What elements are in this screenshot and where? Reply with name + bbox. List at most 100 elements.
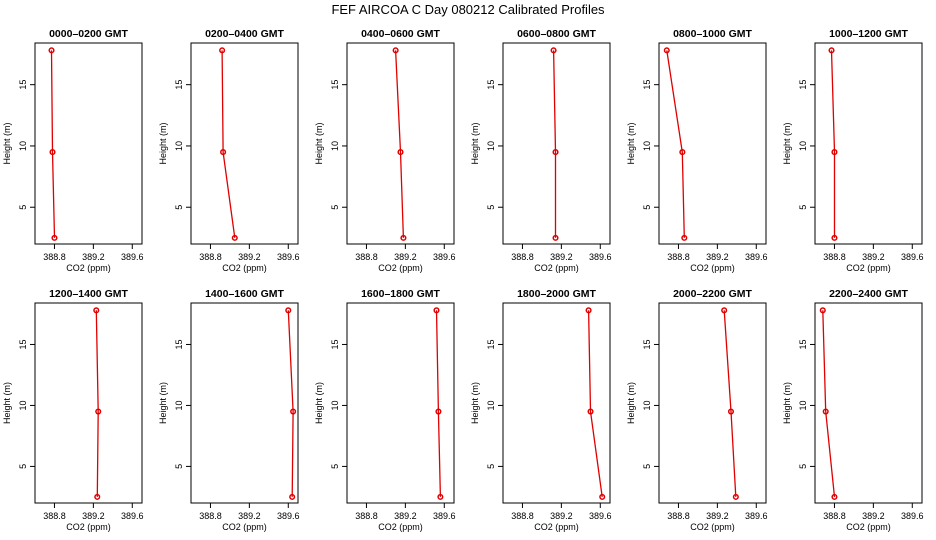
y-tick-label: 5 [642, 205, 652, 210]
x-tick-label: 389.6 [433, 511, 456, 521]
y-tick-label: 5 [486, 205, 496, 210]
y-tick-label: 10 [798, 400, 808, 410]
x-axis-label: CO2 (ppm) [690, 522, 735, 532]
y-axis-label: Height (m) [314, 122, 324, 164]
x-tick-label: 388.8 [823, 252, 846, 262]
y-tick-label: 5 [18, 205, 28, 210]
profile-line [394, 50, 405, 238]
x-axis-label: CO2 (ppm) [846, 263, 891, 273]
x-tick-label: 388.8 [823, 511, 846, 521]
x-tick-label: 389.6 [745, 511, 768, 521]
y-tick-label: 15 [798, 80, 808, 90]
y-tick-label: 5 [330, 464, 340, 469]
x-tick-label: 389.2 [394, 252, 417, 262]
x-tick-label: 389.6 [589, 252, 612, 262]
y-axis-label: Height (m) [782, 122, 792, 164]
y-tick-label: 10 [642, 141, 652, 151]
x-tick-label: 388.8 [667, 252, 690, 262]
panel-3: 0400–0600 GMT 388.8 389.2 389.6 5 10 15 CO2 (pp… [314, 28, 456, 273]
panel-title: 1000–1200 GMT [829, 28, 908, 40]
y-tick-label: 15 [642, 80, 652, 90]
x-tick-label: 389.6 [901, 252, 924, 262]
x-axis-label: CO2 (ppm) [66, 522, 111, 532]
y-tick-label: 10 [330, 400, 340, 410]
plot-frame [346, 302, 455, 504]
x-axis-label: CO2 (ppm) [378, 522, 423, 532]
panel-10: 1800–2000 GMT 388.8 389.2 389.6 5 10 15 CO2 (pp… [470, 288, 612, 532]
profile-point [48, 47, 55, 54]
profile-point [392, 47, 399, 54]
x-tick-label: 389.6 [901, 511, 924, 521]
profile-point [550, 47, 557, 54]
x-axis-label: CO2 (ppm) [846, 522, 891, 532]
y-tick-label: 10 [486, 141, 496, 151]
x-tick-label: 389.2 [394, 511, 417, 521]
x-tick-label: 389.2 [706, 252, 729, 262]
profile-line [221, 50, 236, 238]
y-tick-label: 15 [18, 80, 28, 90]
profile-point [663, 47, 670, 54]
y-axis-label: Height (m) [314, 382, 324, 424]
panel-title: 2200–2400 GMT [829, 288, 908, 300]
profile-point [435, 408, 442, 415]
profile-point [681, 234, 688, 241]
x-tick-label: 389.2 [238, 252, 261, 262]
plot-frame [34, 302, 143, 504]
x-tick-label: 388.8 [43, 252, 66, 262]
profile-point [828, 47, 835, 54]
profile-point [285, 307, 292, 314]
profile-point [727, 408, 735, 415]
panel-12: 2200–2400 GMT 388.8 389.2 389.6 5 10 15 CO2 (pp… [782, 288, 924, 532]
profile-line [552, 50, 557, 238]
panel-11: 2000–2200 GMT 388.8 389.2 389.6 5 10 15 CO2 (pp… [626, 288, 768, 532]
panel-2: 0200–0400 GMT 388.8 389.2 389.6 5 10 15 CO2 (pp… [158, 28, 300, 273]
x-tick-label: 389.2 [550, 511, 573, 521]
profile-line [822, 310, 836, 497]
y-tick-label: 15 [174, 339, 184, 349]
x-axis-label: CO2 (ppm) [534, 522, 579, 532]
panel-8: 1400–1600 GMT 388.8 389.2 389.6 5 10 15 CO2 (pp… [158, 288, 300, 532]
panel-7: 1200–1400 GMT 388.8 389.2 389.6 5 10 15 CO2 (pp… [2, 288, 144, 532]
profile-point [831, 149, 838, 156]
y-tick-label: 10 [174, 400, 184, 410]
x-tick-label: 389.2 [706, 511, 729, 521]
panel-title: 1200–1400 GMT [49, 288, 128, 300]
profile-line [830, 50, 836, 238]
panel-5: 0800–1000 GMT 388.8 389.2 389.6 5 10 15 CO2 (pp… [626, 28, 768, 273]
x-tick-label: 388.8 [43, 511, 66, 521]
y-tick-label: 5 [798, 205, 808, 210]
y-tick-label: 15 [330, 339, 340, 349]
y-tick-label: 10 [798, 141, 808, 151]
x-tick-label: 389.6 [433, 252, 456, 262]
x-axis-label: CO2 (ppm) [690, 263, 735, 273]
plot-frame [658, 42, 767, 245]
plot-frame [502, 42, 611, 245]
x-axis-label: CO2 (ppm) [534, 263, 579, 273]
profile-point [599, 493, 606, 500]
y-tick-label: 10 [642, 400, 652, 410]
y-tick-label: 15 [174, 80, 184, 90]
y-axis-label: Height (m) [2, 382, 12, 424]
y-tick-label: 5 [174, 464, 184, 469]
y-tick-label: 15 [18, 339, 28, 349]
x-tick-label: 388.8 [199, 252, 222, 262]
plot-frame [814, 42, 923, 245]
x-tick-label: 389.6 [121, 511, 144, 521]
profile-point [679, 149, 686, 156]
panel-6: 1000–1200 GMT 388.8 389.2 389.6 5 10 15 CO2 (pp… [782, 28, 924, 273]
y-axis-label: Height (m) [626, 122, 636, 164]
panel-title: 2000–2200 GMT [673, 288, 752, 300]
profile-point [220, 149, 227, 156]
profile-point [290, 408, 297, 415]
plot-frame [34, 42, 143, 245]
x-tick-label: 389.2 [82, 511, 105, 521]
y-tick-label: 5 [174, 205, 184, 210]
x-tick-label: 388.8 [511, 511, 534, 521]
panel-title: 1600–1800 GMT [361, 288, 440, 300]
x-tick-label: 389.6 [745, 252, 768, 262]
profile-point [721, 307, 728, 314]
profile-point [585, 307, 592, 314]
y-axis-label: Height (m) [158, 382, 168, 424]
plot-frame [658, 302, 767, 504]
profile-point [400, 234, 407, 241]
